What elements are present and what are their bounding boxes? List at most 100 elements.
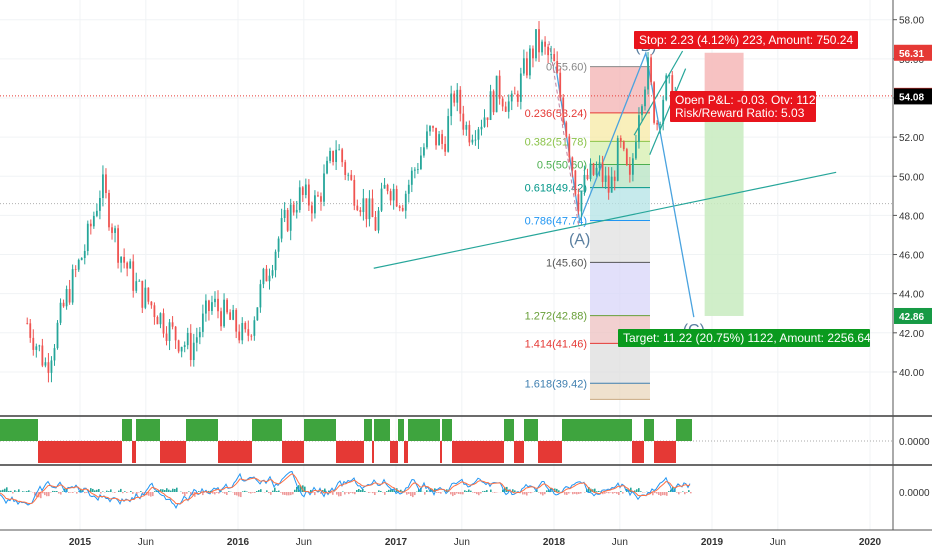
- candle-body: [599, 162, 601, 168]
- histogram-bar: [496, 441, 498, 463]
- candle-body: [253, 320, 255, 336]
- time-tick-label: 2016: [227, 537, 250, 548]
- indicator-pane-1: 0.0000: [0, 416, 932, 465]
- macd-histogram-bar: [182, 492, 184, 494]
- histogram-bar: [600, 419, 602, 441]
- histogram-bar: [156, 419, 158, 441]
- histogram-bar: [186, 419, 188, 441]
- macd-histogram-bar: [110, 489, 112, 492]
- macd-histogram-bar: [114, 492, 116, 493]
- candle-body: [520, 74, 522, 102]
- candle-body: [593, 164, 595, 175]
- candle-body: [511, 94, 513, 102]
- histogram-bar: [550, 441, 552, 463]
- candle-body: [226, 300, 228, 313]
- candlestick-series: [26, 21, 676, 382]
- histogram-bar: [286, 441, 288, 463]
- histogram-bar: [162, 441, 164, 463]
- macd-histogram-bar: [154, 491, 156, 492]
- time-tick-label: Jun: [138, 537, 154, 548]
- histogram-bar: [554, 441, 556, 463]
- histogram-bar: [218, 441, 220, 463]
- histogram-bar: [596, 419, 598, 441]
- candle-body: [238, 332, 240, 341]
- candle-body: [341, 149, 343, 162]
- histogram-bar: [548, 441, 550, 463]
- histogram-bar: [638, 441, 640, 463]
- candle-body: [84, 251, 86, 258]
- macd-histogram-bar: [484, 491, 486, 492]
- macd-histogram-bar: [126, 492, 128, 493]
- macd-histogram-bar: [544, 492, 546, 494]
- histogram-bar: [212, 419, 214, 441]
- histogram-bar: [322, 419, 324, 441]
- histogram-bar: [0, 419, 2, 441]
- histogram-bar: [292, 441, 294, 463]
- histogram-bar: [206, 419, 208, 441]
- candle-body: [147, 288, 149, 302]
- histogram-bar: [392, 441, 394, 463]
- histogram-bar: [636, 441, 638, 463]
- candle-body: [135, 281, 137, 291]
- macd-histogram-bar: [360, 490, 362, 492]
- candle-body: [411, 171, 413, 185]
- histogram-bar: [388, 419, 390, 441]
- histogram-bar: [102, 441, 104, 463]
- macd-histogram-bar: [288, 492, 290, 495]
- histogram-bar: [78, 441, 80, 463]
- macd-histogram-bar: [186, 492, 188, 494]
- candle-body: [668, 75, 670, 76]
- candle-body: [41, 345, 43, 365]
- macd-histogram-bar: [236, 492, 238, 495]
- fib-level-label: 0.382(51.78): [525, 136, 587, 148]
- candle-body: [247, 329, 249, 336]
- price-tick-label: 50.00: [899, 172, 924, 183]
- histogram-bar: [152, 419, 154, 441]
- histogram-bar: [334, 419, 336, 441]
- macd-histogram-bar: [254, 492, 256, 493]
- histogram-bar: [536, 419, 538, 441]
- histogram-bar: [274, 419, 276, 441]
- candle-body: [656, 123, 658, 125]
- candle-body: [269, 276, 271, 282]
- histogram-bar: [10, 419, 12, 441]
- histogram-bar: [572, 419, 574, 441]
- histogram-bar: [452, 441, 454, 463]
- candle-body: [420, 156, 422, 169]
- histogram-bar: [150, 419, 152, 441]
- price-tick-label: 48.00: [899, 211, 924, 222]
- candle-body: [38, 345, 40, 346]
- macd-histogram-bar: [468, 490, 470, 492]
- histogram-bar: [2, 419, 4, 441]
- macd-histogram-bar: [8, 491, 10, 492]
- macd-histogram-bar: [266, 490, 268, 492]
- macd-histogram-bar: [608, 492, 610, 493]
- histogram-bar: [210, 419, 212, 441]
- histogram-bar: [406, 441, 408, 463]
- fibonacci-retracement[interactable]: 0(55.60)0.236(53.24)0.382(51.78)0.5(50.6…: [525, 62, 650, 400]
- candle-body: [644, 90, 646, 107]
- histogram-bar: [674, 441, 676, 463]
- candle-body: [538, 29, 540, 52]
- histogram-bar: [642, 441, 644, 463]
- candle-body: [369, 198, 371, 219]
- histogram-bar: [682, 419, 684, 441]
- histogram-bar: [500, 441, 502, 463]
- candle-body: [502, 99, 504, 107]
- price-tick-label: 52.00: [899, 133, 924, 144]
- macd-histogram-bar: [170, 491, 172, 492]
- fib-level-label: 0.5(50.60): [537, 160, 587, 172]
- macd-histogram-bar: [118, 491, 120, 492]
- candle-body: [481, 127, 483, 129]
- histogram-bar: [138, 419, 140, 441]
- histogram-bar: [564, 419, 566, 441]
- macd-histogram-bar: [668, 491, 670, 492]
- histogram-bar: [598, 419, 600, 441]
- macd-histogram-bar: [478, 492, 480, 495]
- macd-histogram-bar: [272, 491, 274, 492]
- histogram-bar: [242, 441, 244, 463]
- histogram-bar: [46, 441, 48, 463]
- candle-body: [490, 91, 492, 120]
- macd-histogram-bar: [540, 492, 542, 494]
